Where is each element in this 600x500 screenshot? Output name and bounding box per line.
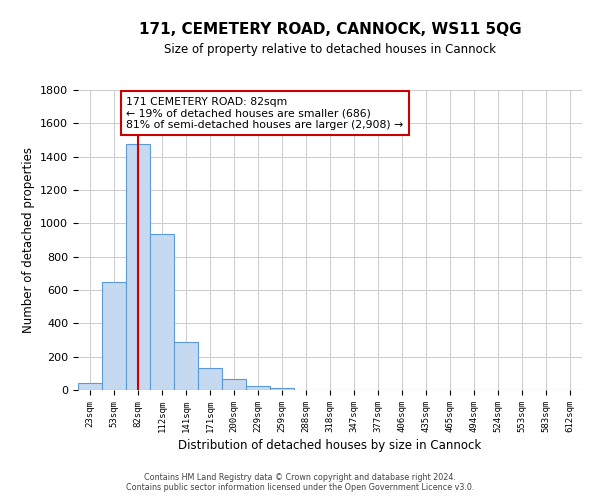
Bar bbox=[174, 342, 198, 390]
Bar bbox=[198, 368, 222, 390]
Bar bbox=[270, 388, 294, 390]
Bar bbox=[150, 234, 174, 390]
Text: Contains HM Land Registry data © Crown copyright and database right 2024.: Contains HM Land Registry data © Crown c… bbox=[144, 474, 456, 482]
Text: 171, CEMETERY ROAD, CANNOCK, WS11 5QG: 171, CEMETERY ROAD, CANNOCK, WS11 5QG bbox=[139, 22, 521, 38]
X-axis label: Distribution of detached houses by size in Cannock: Distribution of detached houses by size … bbox=[178, 439, 482, 452]
Bar bbox=[102, 282, 126, 390]
Text: Contains public sector information licensed under the Open Government Licence v3: Contains public sector information licen… bbox=[126, 484, 474, 492]
Bar bbox=[222, 379, 246, 390]
Bar bbox=[246, 386, 270, 390]
Bar bbox=[78, 384, 102, 390]
Text: Size of property relative to detached houses in Cannock: Size of property relative to detached ho… bbox=[164, 42, 496, 56]
Text: 171 CEMETERY ROAD: 82sqm
← 19% of detached houses are smaller (686)
81% of semi-: 171 CEMETERY ROAD: 82sqm ← 19% of detach… bbox=[126, 96, 403, 130]
Bar bbox=[126, 144, 150, 390]
Y-axis label: Number of detached properties: Number of detached properties bbox=[22, 147, 35, 333]
